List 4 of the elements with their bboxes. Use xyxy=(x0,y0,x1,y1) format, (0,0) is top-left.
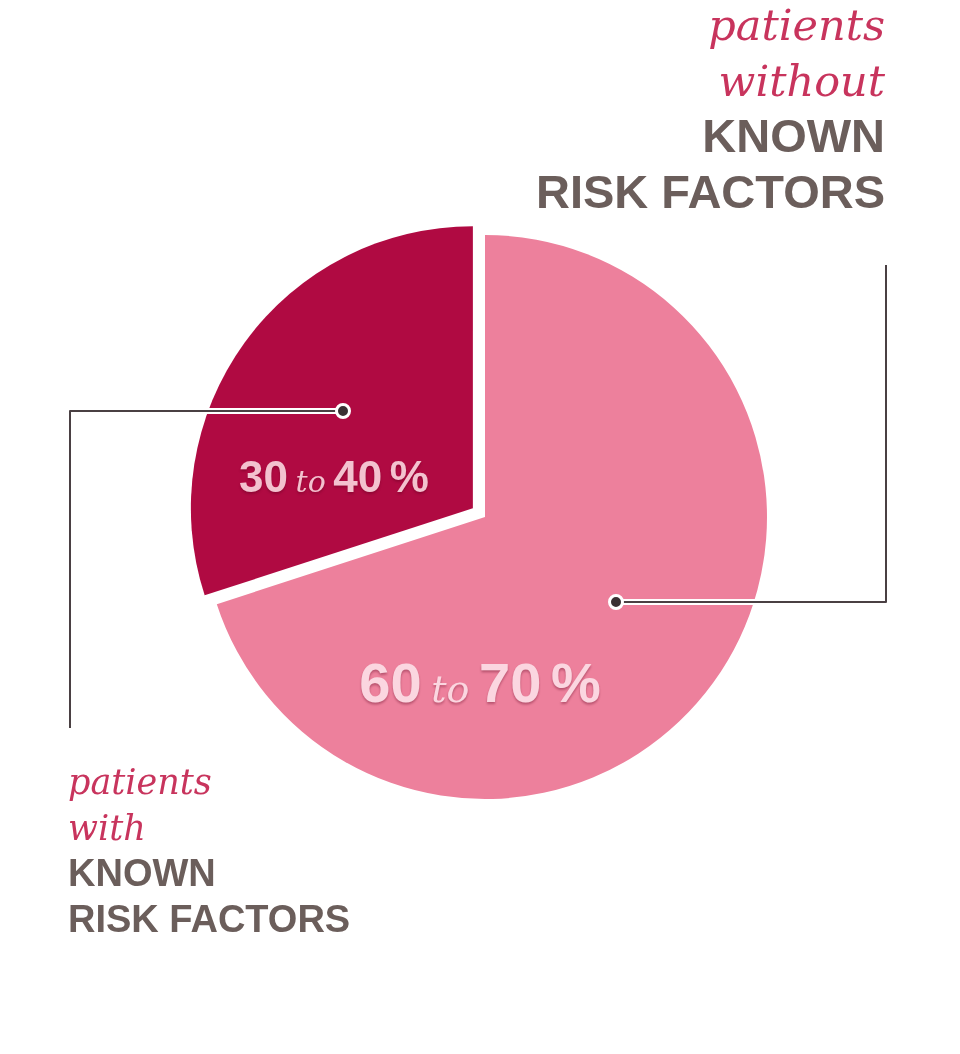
data-label: 30 to 40 % xyxy=(239,452,429,501)
data-label: 60 to 70 % xyxy=(359,651,601,714)
slice-label: patients without KNOWN RISK FACTORS xyxy=(535,0,886,218)
slice-label: patients with KNOWN RISK FACTORS xyxy=(68,762,351,940)
